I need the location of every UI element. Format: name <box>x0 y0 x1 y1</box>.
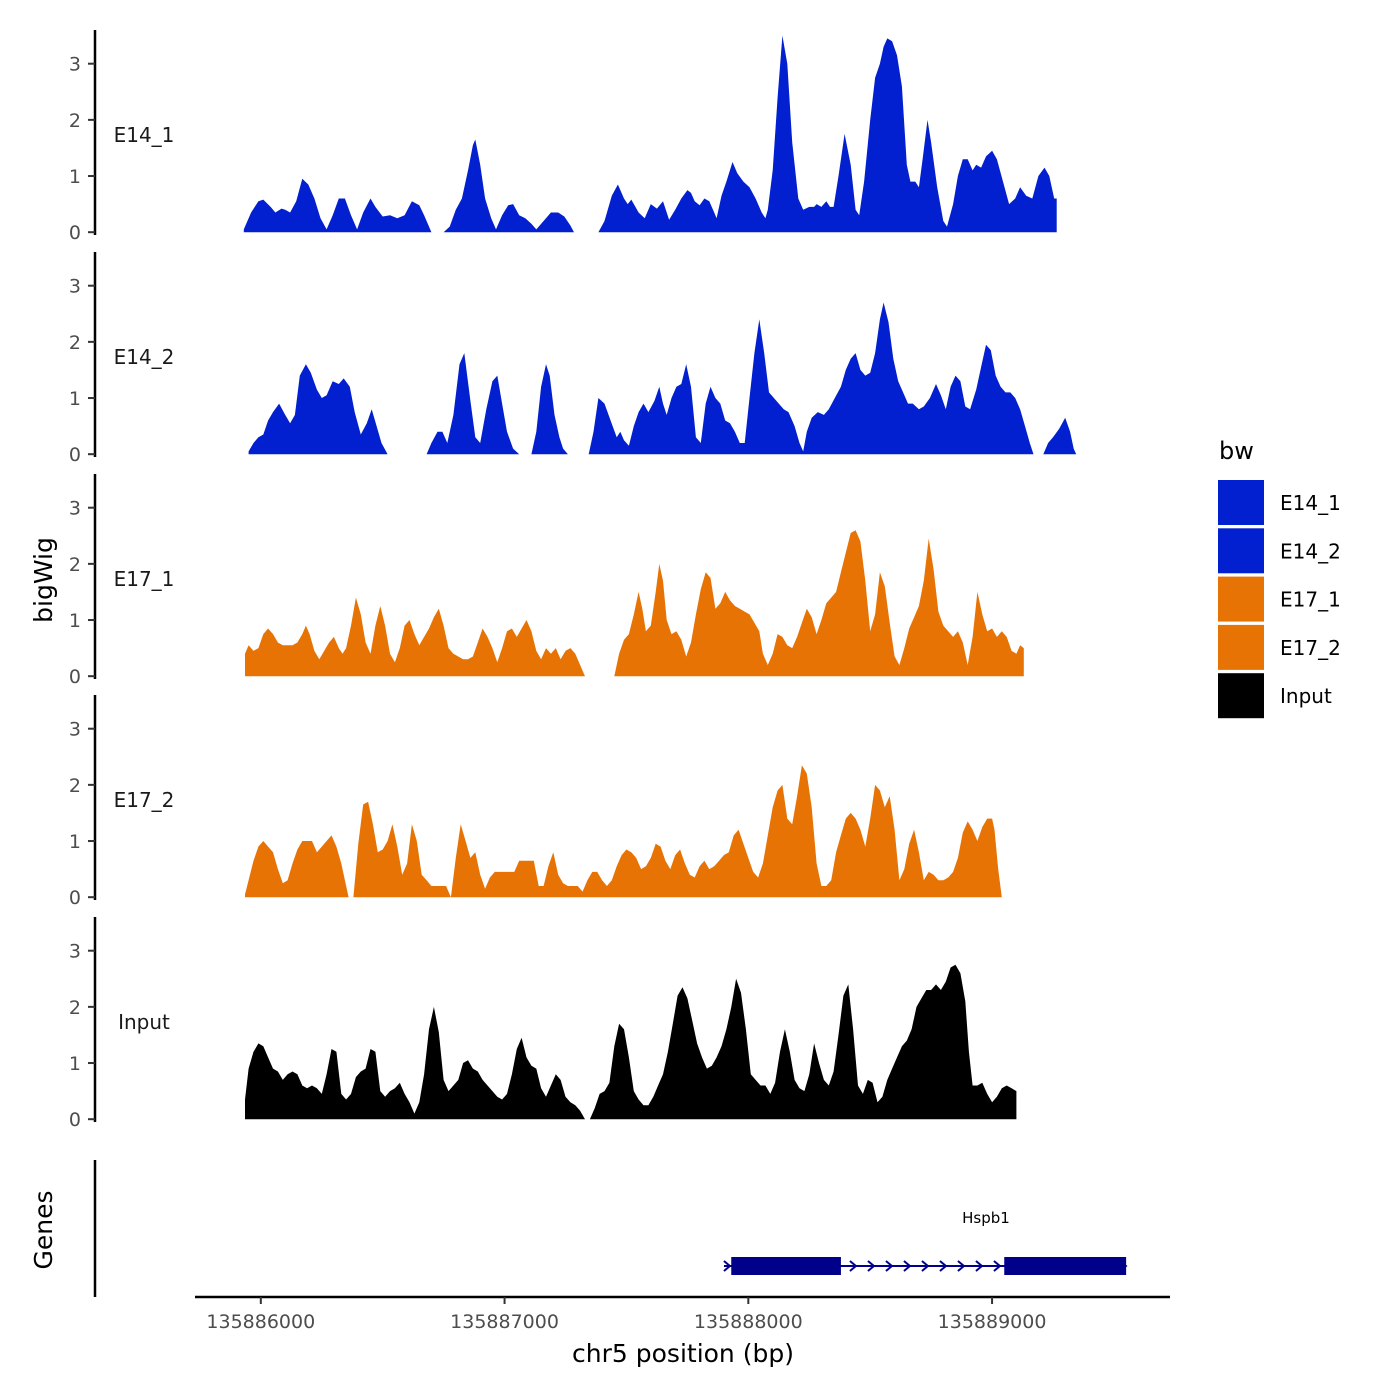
y-tick-label: 0 <box>69 1109 81 1131</box>
track-label: E14_1 <box>114 123 175 147</box>
gene-exon <box>1004 1257 1127 1275</box>
y-tick-label: 1 <box>69 610 81 632</box>
strand-chevron <box>921 1260 930 1272</box>
y-tick-label: 0 <box>69 222 81 244</box>
signal-area-E17_2 <box>353 765 1002 898</box>
bigwig-tracks: 0 1 2 3 E14_1 0 1 2 3 E14_2 0 1 2 3 E17_1 0 1 2 3 E17_2 0 1 2 3… <box>69 30 1077 1131</box>
signal-area-E14_1 <box>443 139 574 233</box>
legend-label: E14_1 <box>1280 491 1341 515</box>
legend-title: bw <box>1219 437 1254 465</box>
genes-axis-title: Genes <box>29 1190 58 1269</box>
track-label: E17_2 <box>114 788 175 812</box>
y-tick-label: 0 <box>69 444 81 466</box>
y-tick-label: 1 <box>69 166 81 188</box>
legend-swatch-E14_1 <box>1218 480 1264 525</box>
signal-area-Input <box>245 1006 585 1120</box>
signal-area-E17_2 <box>245 835 349 898</box>
x-tick-label: 135887000 <box>450 1311 559 1333</box>
legend-swatch-Input <box>1218 673 1264 719</box>
track-Input: 0 1 2 3 Input <box>69 917 1017 1131</box>
track-E17_2: 0 1 2 3 E17_2 <box>69 695 1002 909</box>
legend-label: Input <box>1280 684 1332 708</box>
y-tick-label: 0 <box>69 666 81 688</box>
x-tick-label: 135888000 <box>694 1311 803 1333</box>
signal-area-E14_1 <box>598 35 1057 233</box>
y-tick-label: 2 <box>69 997 81 1019</box>
legend-swatch-E17_1 <box>1218 576 1264 622</box>
legend-swatch-E14_2 <box>1218 528 1264 574</box>
strand-chevron <box>975 1260 984 1272</box>
gene-exon <box>731 1257 841 1275</box>
track-label: E14_2 <box>114 345 175 369</box>
signal-area-E17_1 <box>245 597 585 677</box>
track-E17_1: 0 1 2 3 E17_1 <box>69 474 1024 688</box>
y-tick-label: 0 <box>69 887 81 909</box>
x-axis-title: chr5 position (bp) <box>572 1339 794 1368</box>
signal-area-E17_1 <box>614 530 1024 677</box>
y-tick-label: 2 <box>69 775 81 797</box>
signal-area-E14_2 <box>588 302 1034 455</box>
legend-label: E17_1 <box>1280 588 1341 612</box>
strand-chevron <box>885 1260 894 1272</box>
legend-label: E14_2 <box>1280 539 1341 563</box>
genes-track: Hspb1 <box>93 1160 1128 1297</box>
y-tick-label: 3 <box>69 276 81 298</box>
strand-chevron <box>849 1260 858 1272</box>
signal-area-E14_2 <box>531 364 568 455</box>
track-E14_2: 0 1 2 3 E14_2 <box>69 252 1077 466</box>
strand-chevron <box>723 1260 732 1272</box>
legend: bw E14_1 E14_2 E17_1 E17_2 Input <box>1218 437 1341 719</box>
y-tick-label: 1 <box>69 388 81 410</box>
strand-chevron <box>993 1260 1002 1272</box>
y-tick-label: 1 <box>69 1053 81 1075</box>
y-tick-label: 2 <box>69 332 81 354</box>
signal-area-E14_1 <box>243 178 432 233</box>
gene-label: Hspb1 <box>962 1209 1010 1227</box>
x-tick-label: 135886000 <box>206 1311 315 1333</box>
strand-chevron <box>903 1260 912 1272</box>
y-tick-label: 2 <box>69 554 81 576</box>
plot-area: 0 1 2 3 E14_1 0 1 2 3 E14_2 0 1 2 3 E17_1 0 1 2 3 E17_2 0 1 2 3… <box>69 30 1170 1333</box>
strand-chevron <box>939 1260 948 1272</box>
y-tick-label: 1 <box>69 831 81 853</box>
signal-area-E14_2 <box>248 364 388 455</box>
y-axis-title: bigWig <box>29 537 58 623</box>
y-tick-label: 3 <box>69 941 81 963</box>
signal-area-E14_2 <box>426 353 520 455</box>
track-label: Input <box>118 1010 170 1034</box>
y-tick-label: 3 <box>69 54 81 76</box>
y-tick-label: 2 <box>69 110 81 132</box>
y-tick-label: 3 <box>69 719 81 741</box>
strand-chevron <box>867 1260 876 1272</box>
x-axis: 135886000 135887000 135888000 135889000 <box>195 1295 1170 1333</box>
x-tick-label: 135889000 <box>938 1311 1047 1333</box>
legend-label: E17_2 <box>1280 636 1341 660</box>
signal-area-Input <box>589 964 1017 1120</box>
signal-area-E14_2 <box>1043 417 1077 455</box>
y-tick-label: 3 <box>69 498 81 520</box>
strand-chevron <box>957 1260 966 1272</box>
track-label: E17_1 <box>114 567 175 591</box>
track-E14_1: 0 1 2 3 E14_1 <box>69 30 1057 244</box>
legend-swatch-E17_2 <box>1218 624 1264 670</box>
